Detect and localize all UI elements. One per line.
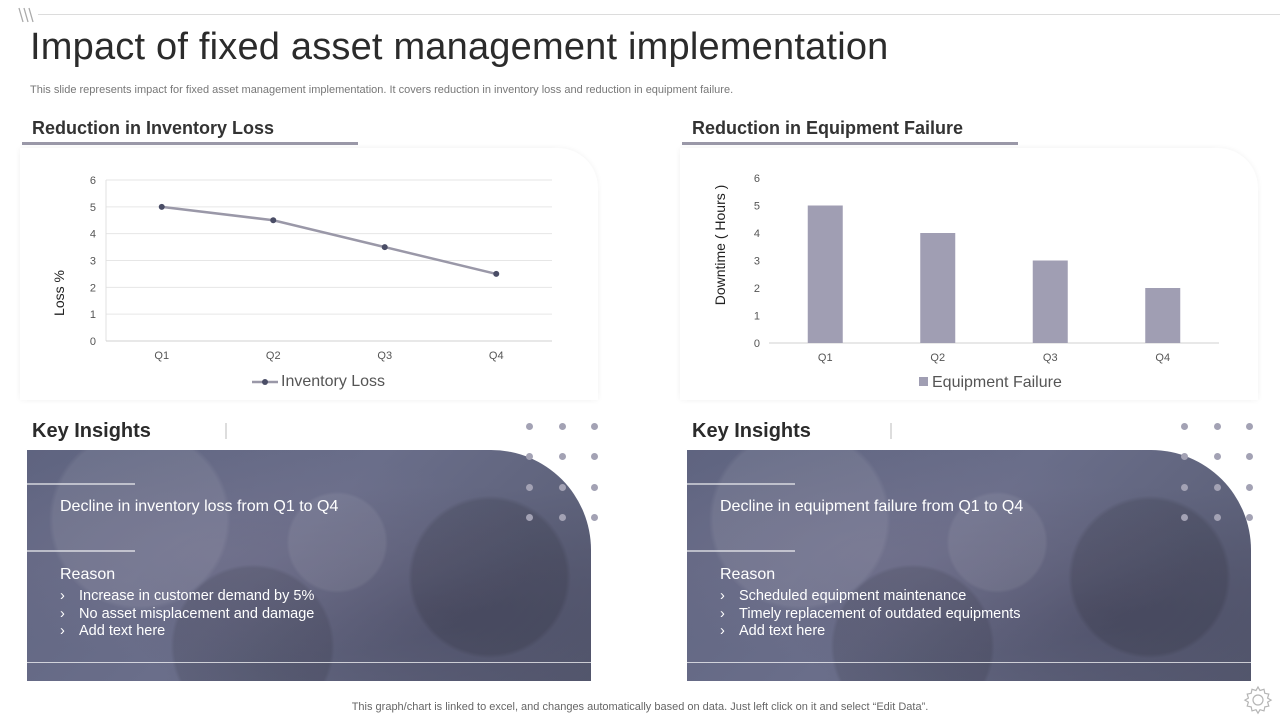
x-tick-label: Q3 (1043, 352, 1058, 364)
y-tick-label: 2 (754, 283, 760, 295)
x-tick-label: Q3 (377, 350, 392, 362)
x-tick-label: Q1 (154, 350, 169, 362)
right-dot-pattern (1181, 423, 1261, 523)
legend-swatch (919, 377, 928, 386)
y-tick-label: 1 (90, 309, 96, 321)
page-subtitle: This slide represents impact for fixed a… (30, 84, 734, 96)
card-photo-overlay (27, 450, 591, 681)
legend-marker (262, 379, 268, 385)
left-insight-headline: Decline in inventory loss from Q1 to Q4 (60, 498, 339, 515)
data-point (493, 270, 500, 277)
x-tick-label: Q2 (930, 352, 945, 364)
data-point (381, 244, 388, 251)
card-photo-overlay (687, 450, 1251, 681)
bar (1032, 260, 1068, 343)
list-item: Timely replacement of outdated equipment… (720, 606, 1021, 624)
list-item: Increase in customer demand by 5% (60, 588, 314, 606)
card-accent-line (27, 483, 135, 485)
page-title: Impact of fixed asset management impleme… (30, 26, 889, 68)
card-accent-line (27, 550, 135, 552)
left-reason-list: Increase in customer demand by 5% No ass… (60, 588, 314, 641)
right-reason-label: Reason (720, 566, 776, 583)
right-key-insights-heading: Key Insights (692, 420, 811, 442)
legend-label: Equipment Failure (932, 374, 1062, 391)
card-accent-line (687, 483, 795, 485)
bar (920, 233, 956, 343)
card-bottom-line (687, 662, 1251, 663)
y-tick-label: 1 (754, 311, 760, 323)
equipment-failure-chart-panel[interactable]: 0 1 2 3 4 5 6 Q1 Q2 Q3 Q4 Downtime ( Hours ) Equipme… (680, 148, 1258, 400)
data-point (270, 217, 277, 224)
y-tick-label: 5 (90, 202, 96, 214)
card-bottom-line (27, 662, 591, 663)
inventory-heading-rule (22, 142, 358, 145)
logo-icon (18, 7, 34, 23)
y-tick-label: 6 (90, 175, 96, 187)
card-accent-line (687, 550, 795, 552)
data-point (158, 203, 165, 210)
list-item: Scheduled equipment maintenance (720, 588, 1021, 606)
list-item: Add text here (720, 623, 1021, 641)
x-tick-label: Q1 (818, 352, 833, 364)
y-tick-label: 4 (90, 229, 96, 241)
equipment-failure-heading: Reduction in Equipment Failure (692, 118, 964, 138)
legend-label: Inventory Loss (281, 373, 385, 390)
y-tick-label: 4 (754, 228, 760, 240)
y-tick-label: 0 (90, 336, 96, 348)
series-line (161, 205, 497, 276)
x-tick-label: Q4 (1155, 352, 1170, 364)
gear-icon[interactable] (1242, 684, 1274, 716)
y-tick-label: 0 (754, 338, 760, 350)
y-tick-label: 3 (90, 256, 96, 268)
y-tick-label: 2 (90, 282, 96, 294)
left-dot-pattern (526, 423, 606, 523)
left-insight-card: Decline in inventory loss from Q1 to Q4 … (27, 450, 591, 681)
right-reason-list: Scheduled equipment maintenance Timely r… (720, 588, 1021, 641)
x-tick-label: Q4 (489, 350, 504, 362)
right-insights-divider (890, 423, 892, 439)
y-tick-label: 6 (754, 173, 760, 185)
left-insights-divider (225, 423, 227, 439)
equipment-heading-rule (682, 142, 1018, 145)
inventory-loss-chart-panel[interactable]: 0 1 2 3 4 5 6 Q1 Q2 Q3 Q4 Loss % Inventory Loss (20, 148, 598, 400)
y-axis-label: Downtime ( Hours ) (712, 185, 728, 306)
x-tick-label: Q2 (266, 350, 281, 362)
inventory-loss-heading: Reduction in Inventory Loss (32, 118, 275, 138)
inventory-loss-chart[interactable]: 0 1 2 3 4 5 6 Q1 Q2 Q3 Q4 Loss % Inventory Loss (20, 148, 598, 400)
list-item: Add text here (60, 623, 314, 641)
list-item: No asset misplacement and damage (60, 606, 314, 624)
bar (1145, 288, 1181, 343)
y-axis-label: Loss % (51, 270, 67, 316)
right-insight-headline: Decline in equipment failure from Q1 to … (720, 498, 1024, 515)
equipment-failure-chart[interactable]: 0 1 2 3 4 5 6 Q1 Q2 Q3 Q4 Downtime ( Hours ) Equipme… (680, 148, 1258, 400)
footer-note: This graph/chart is linked to excel, and… (351, 701, 929, 713)
y-tick-label: 3 (754, 256, 760, 268)
left-key-insights-heading: Key Insights (32, 420, 151, 442)
top-rule (38, 14, 1280, 15)
y-tick-label: 5 (754, 201, 760, 213)
bar (807, 205, 843, 343)
right-insight-card: Decline in equipment failure from Q1 to … (687, 450, 1251, 681)
left-reason-label: Reason (60, 566, 116, 583)
